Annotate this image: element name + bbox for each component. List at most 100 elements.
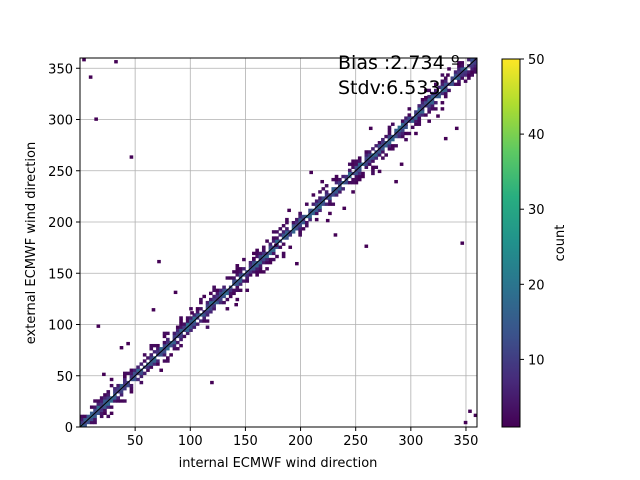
heatmap-cell — [357, 171, 362, 176]
heatmap-cell — [166, 359, 170, 363]
heatmap-cell — [321, 202, 326, 206]
heatmap-cell — [232, 288, 236, 292]
heatmap-cell — [129, 383, 134, 388]
heatmap-cell — [162, 340, 167, 345]
heatmap-cell — [215, 300, 220, 305]
heatmap-cell — [126, 383, 130, 388]
heatmap-cell — [427, 110, 431, 114]
y-tick-label: 250 — [48, 165, 73, 180]
heatmap-cell — [338, 181, 342, 185]
heatmap-cell — [470, 67, 474, 71]
heatmap-cell — [457, 61, 461, 65]
heatmap-cell — [182, 334, 187, 339]
heatmap-cell — [106, 396, 111, 400]
heatmap-cell — [387, 131, 392, 136]
heatmap-cell — [202, 316, 207, 320]
heatmap-cell — [314, 208, 319, 213]
heatmap-cell — [325, 218, 330, 223]
heatmap-cell — [80, 414, 84, 419]
heatmap-cell — [357, 174, 362, 179]
heatmap-cell — [99, 399, 104, 403]
heatmap-cell — [238, 270, 243, 274]
heatmap-cell — [470, 64, 474, 68]
heatmap-cell — [106, 393, 111, 397]
heatmap-cell — [136, 377, 140, 382]
heatmap-cell — [212, 297, 216, 302]
heatmap-cell — [377, 169, 382, 174]
heatmap-cell — [278, 227, 283, 231]
heatmap-cell — [242, 267, 246, 271]
heatmap-cell — [149, 353, 154, 357]
heatmap-cell — [357, 162, 362, 166]
heatmap-cell — [328, 211, 332, 216]
heatmap-cell — [232, 270, 236, 274]
heatmap-cell — [301, 214, 306, 219]
heatmap-cell — [156, 350, 160, 354]
heatmap-cell — [179, 316, 183, 320]
heatmap-cell — [318, 208, 322, 213]
heatmap-cell — [351, 190, 355, 194]
heatmap-cell — [417, 116, 422, 120]
heatmap-cell — [414, 122, 418, 126]
heatmap-cell — [83, 423, 87, 427]
heatmap-cell — [152, 362, 157, 366]
heatmap-cell — [225, 297, 230, 302]
heatmap-cell — [427, 119, 431, 123]
heatmap-cell — [190, 311, 194, 315]
heatmap-cell — [238, 282, 243, 286]
heatmap-cell — [179, 328, 183, 332]
heatmap-cell — [109, 411, 114, 415]
heatmap-cell — [390, 122, 395, 126]
heatmap-cell — [255, 273, 259, 277]
heatmap-cell — [341, 174, 345, 179]
heatmap-cell — [172, 331, 177, 336]
heatmap-cell — [205, 313, 210, 317]
heatmap-cell — [457, 76, 461, 80]
heatmap-cell — [417, 119, 422, 123]
heatmap-cell — [245, 273, 250, 277]
heatmap-cell — [232, 291, 236, 296]
heatmap-cell — [443, 88, 448, 93]
heatmap-cell — [295, 220, 299, 225]
heatmap-cell — [258, 267, 263, 271]
heatmap-cell — [298, 224, 302, 228]
heatmap-cell — [235, 285, 240, 289]
heatmap-cell — [166, 347, 170, 351]
heatmap-cell — [371, 171, 375, 176]
heatmap-cell — [424, 95, 428, 100]
heatmap-cell — [96, 411, 101, 415]
heatmap-cell — [417, 104, 422, 108]
heatmap-cell — [427, 88, 431, 93]
heatmap-cell — [427, 97, 431, 102]
heatmap-cell — [89, 420, 94, 425]
heatmap-cell — [123, 387, 127, 391]
heatmap-cell — [106, 402, 111, 406]
heatmap-cell — [261, 245, 266, 249]
heatmap-cell — [162, 353, 167, 357]
heatmap-cell — [88, 75, 93, 79]
heatmap-cell — [404, 116, 408, 120]
heatmap-cell — [320, 179, 325, 184]
y-tick-label: 100 — [48, 319, 73, 334]
heatmap-cell — [473, 64, 477, 68]
heatmap-cell — [80, 420, 84, 425]
heatmap-cell — [209, 297, 213, 302]
heatmap-cell — [142, 371, 147, 376]
heatmap-cell — [212, 307, 216, 311]
heatmap-cell — [430, 104, 435, 108]
heatmap-cell — [368, 126, 373, 131]
heatmap-cell — [281, 251, 286, 256]
heatmap-cell — [318, 199, 322, 203]
heatmap-cell — [215, 294, 220, 299]
heatmap-cell — [275, 245, 279, 249]
heatmap-cell — [205, 325, 210, 329]
heatmap-cell — [281, 242, 286, 246]
heatmap-cell — [235, 270, 240, 274]
heatmap-cell — [109, 377, 114, 382]
heatmap-cell — [390, 144, 395, 148]
heatmap-cell — [433, 107, 438, 111]
heatmap-cell — [470, 58, 474, 62]
heatmap-cell — [152, 343, 157, 348]
heatmap-cell — [440, 91, 445, 96]
heatmap-cell — [381, 147, 385, 151]
